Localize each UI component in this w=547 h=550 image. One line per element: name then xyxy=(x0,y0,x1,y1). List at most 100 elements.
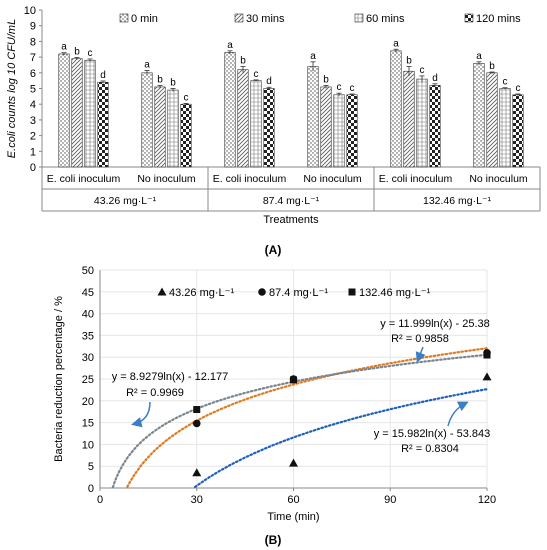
x-tick-label: 60 xyxy=(287,494,299,506)
bar xyxy=(333,94,345,168)
bar xyxy=(154,86,166,168)
bar xyxy=(486,72,498,168)
bar xyxy=(429,85,441,168)
significance-letter: b xyxy=(170,78,176,89)
legend-label: 87.4 mg·L⁻¹ xyxy=(269,287,328,299)
significance-letter: a xyxy=(393,38,399,49)
data-point xyxy=(289,458,298,467)
y-tick-label: 3 xyxy=(30,115,36,127)
y-tick-label: 25 xyxy=(82,374,94,386)
y-tick-label: 7 xyxy=(30,52,36,64)
bar xyxy=(237,69,249,168)
panel-label-a: (A) xyxy=(265,243,282,257)
significance-letter: c xyxy=(337,82,342,93)
y-axis-title: Bacteria reduction percentage / % xyxy=(53,296,65,462)
significance-letter: c xyxy=(503,77,508,88)
panel-label-b: (B) xyxy=(265,533,282,547)
significance-letter: b xyxy=(406,56,412,67)
significance-letter: b xyxy=(240,56,246,67)
legend-label: 43.26 mg·L⁻¹ xyxy=(169,287,234,299)
y-tick-label: 4 xyxy=(30,99,36,111)
significance-letter: b xyxy=(157,74,163,85)
legend-label: 60 mins xyxy=(366,13,405,25)
bar xyxy=(499,88,511,168)
y-tick-label: 30 xyxy=(82,352,94,364)
legend-label: 0 min xyxy=(131,13,158,25)
trend-equation: y = 15.982ln(x) - 53.843 xyxy=(374,428,491,440)
x-tick-label: 120 xyxy=(478,494,496,506)
significance-letter: c xyxy=(88,48,93,59)
trend-r2: R² = 0.9858 xyxy=(391,333,449,345)
bar xyxy=(307,66,319,168)
annotation-arrow xyxy=(447,401,469,427)
bar xyxy=(97,81,109,168)
y-tick-label: 0 xyxy=(88,483,94,495)
significance-letter: b xyxy=(489,61,495,72)
legend-swatch xyxy=(464,13,474,23)
data-point xyxy=(192,419,201,428)
y-tick-label: 1 xyxy=(30,146,36,158)
trend-r2: R² = 0.9969 xyxy=(126,387,184,399)
bar xyxy=(473,63,485,168)
significance-letter: b xyxy=(323,74,329,85)
y-tick-label: 8 xyxy=(30,36,36,48)
y-tick-label: 10 xyxy=(82,439,94,451)
data-point xyxy=(193,406,201,414)
x-axis-title: Treatments xyxy=(263,214,319,226)
legend-swatch xyxy=(354,13,364,23)
significance-letter: d xyxy=(432,73,438,84)
x-tick-label: 90 xyxy=(384,494,396,506)
significance-letter: d xyxy=(266,76,272,87)
group-label: 132.46 mg·L⁻¹ xyxy=(423,195,491,207)
bar xyxy=(180,103,192,168)
subgroup-label: E. coli inoculum xyxy=(213,173,287,185)
subgroup-label: E. coli inoculum xyxy=(47,173,121,185)
subgroup-label: E. coli inoculum xyxy=(379,173,453,185)
bar xyxy=(58,53,70,168)
chart-a: 0 1 2 3 4 5 6 7 8 9 10 E.coli counts log 10 CFU/mL a… xyxy=(6,5,541,226)
y-tick-label: 35 xyxy=(82,330,94,342)
y-tick-label: 50 xyxy=(82,265,94,277)
y-tick-label: 6 xyxy=(30,68,36,80)
significance-letter: a xyxy=(310,51,316,62)
group-label: 87.4 mg·L⁻¹ xyxy=(263,195,320,207)
x-axis-title: Time (min) xyxy=(267,511,319,523)
bar xyxy=(224,52,236,168)
subgroup-label: No inoculum xyxy=(137,173,196,185)
significance-letter: c xyxy=(254,69,259,80)
data-point xyxy=(157,287,167,296)
significance-letter: c xyxy=(420,65,425,76)
significance-letter: c xyxy=(516,83,521,94)
x-tick-label: 30 xyxy=(191,494,203,506)
annotation-arrow xyxy=(415,346,426,363)
significance-letter: a xyxy=(227,40,233,51)
y-tick-label: 5 xyxy=(88,461,94,473)
bar xyxy=(167,89,179,168)
bar xyxy=(71,58,83,168)
y-axis-title: E.coli counts log 10 CFU/mL xyxy=(6,19,18,158)
bar xyxy=(512,94,524,168)
data-point xyxy=(348,288,356,296)
chart-b: 0 5 10 15 20 25 30 35 40 45 50 0 30 60 90 120 Time (min)… xyxy=(53,265,496,523)
legend-label: 30 mins xyxy=(246,13,285,25)
data-point xyxy=(290,376,297,384)
data-point xyxy=(483,351,491,359)
y-tick-label: 5 xyxy=(30,84,36,96)
trend-equation: y = 8.9279ln(x) - 12.177 xyxy=(112,371,229,383)
y-tick-label: 40 xyxy=(82,309,94,321)
trend-r2: R² = 0.8304 xyxy=(401,443,459,455)
annotation-arrow xyxy=(131,401,151,428)
bar xyxy=(263,88,275,168)
y-tick-label: 0 xyxy=(30,162,36,174)
significance-letter: a xyxy=(61,42,67,53)
group-label: 43.26 mg·L⁻¹ xyxy=(94,195,157,207)
y-tick-label: 10 xyxy=(24,5,36,17)
subgroup-label: No inoculum xyxy=(469,173,528,185)
bar xyxy=(250,80,262,168)
trend-equation: y = 11.999ln(x) - 25.38 xyxy=(380,318,490,330)
significance-letter: c xyxy=(184,92,189,103)
y-tick-label: 9 xyxy=(30,21,36,33)
data-point xyxy=(258,288,266,296)
subgroup-label: No inoculum xyxy=(303,173,362,185)
